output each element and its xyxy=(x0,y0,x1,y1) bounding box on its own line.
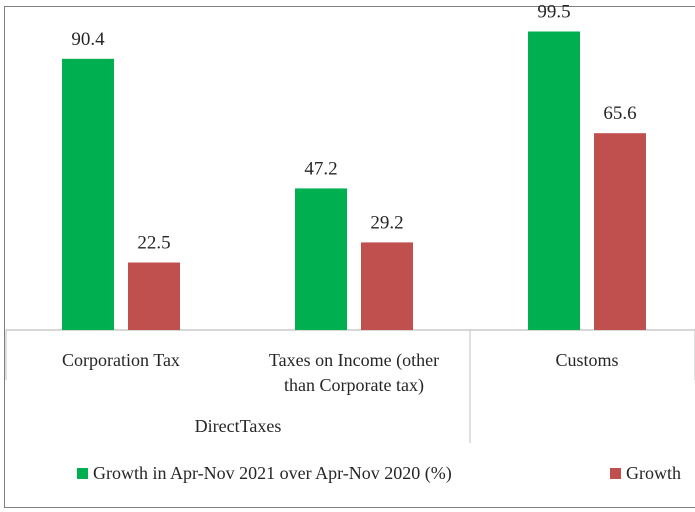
data-label-series-2-2: 29.2 xyxy=(370,212,403,233)
data-label-series-2-3: 65.6 xyxy=(603,103,636,124)
group-label: DirectTaxes xyxy=(195,416,282,436)
category-label-1: Corporation Tax xyxy=(62,350,180,370)
legend-swatch-series-1 xyxy=(77,468,88,479)
data-label-series-1-3: 99.5 xyxy=(537,2,570,23)
category-label-3: Customs xyxy=(555,350,618,370)
data-label-series-2-1: 22.5 xyxy=(137,233,170,254)
legend-label-series-2: Growth xyxy=(626,463,681,483)
data-label-series-1-1: 90.4 xyxy=(71,29,105,50)
legend-label-series-1: Growth in Apr-Nov 2021 over Apr-Nov 2020… xyxy=(93,463,452,484)
bar-series-1-2 xyxy=(295,188,347,330)
category-label-2: Taxes on Income (other xyxy=(269,350,439,371)
category-label-2: than Corporate tax) xyxy=(284,375,424,396)
bar-series-2-3 xyxy=(594,133,646,330)
bar-series-1-3 xyxy=(528,31,580,330)
legend: Growth in Apr-Nov 2021 over Apr-Nov 2020… xyxy=(77,463,681,484)
bar-series-2-1 xyxy=(128,262,180,330)
legend-swatch-series-2 xyxy=(610,468,621,479)
bar-series-1-1 xyxy=(62,58,114,331)
bar-series-2-2 xyxy=(361,242,413,330)
data-label-series-1-2: 47.2 xyxy=(304,158,337,179)
